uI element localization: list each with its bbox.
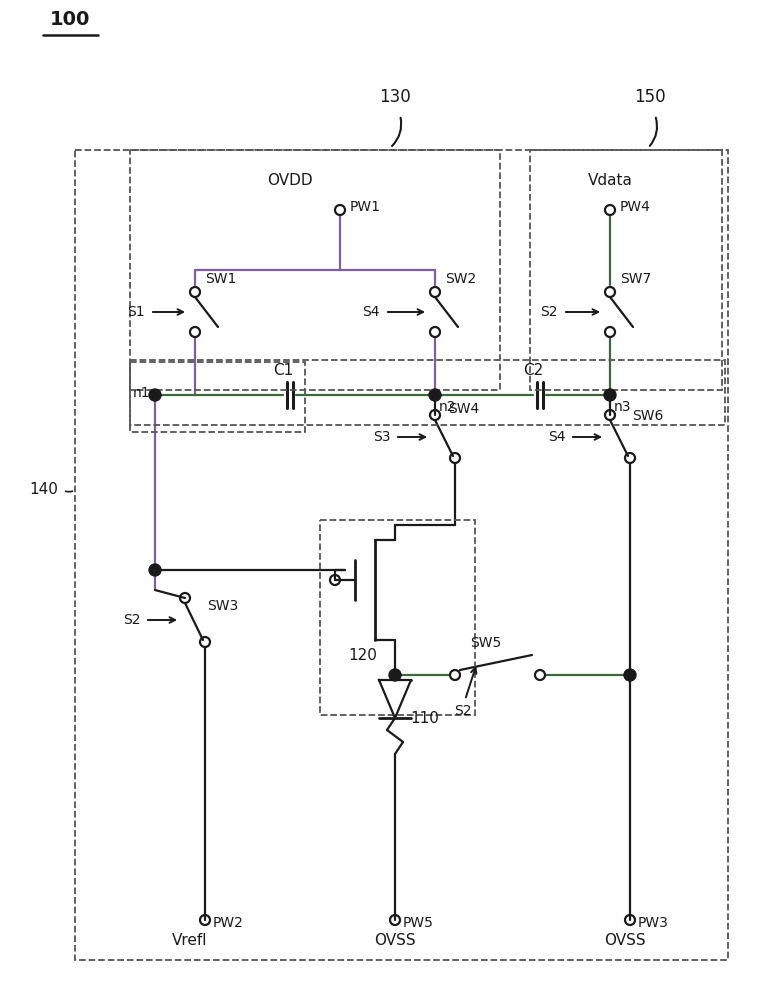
Bar xyxy=(130,360,725,425)
Text: C1: C1 xyxy=(273,363,293,378)
Text: S1: S1 xyxy=(128,305,145,319)
Text: 140: 140 xyxy=(29,483,58,497)
Text: S4: S4 xyxy=(363,305,380,319)
Text: SW1: SW1 xyxy=(205,272,236,286)
Text: SW5: SW5 xyxy=(470,636,501,650)
Text: C2: C2 xyxy=(522,363,543,378)
Text: PW1: PW1 xyxy=(350,200,381,214)
Text: SW6: SW6 xyxy=(632,409,663,423)
Text: SW2: SW2 xyxy=(445,272,477,286)
Circle shape xyxy=(604,389,616,401)
Text: 110: 110 xyxy=(410,711,439,726)
Text: n1: n1 xyxy=(132,386,150,400)
Circle shape xyxy=(429,389,441,401)
Text: 120: 120 xyxy=(349,648,377,663)
Text: PW2: PW2 xyxy=(213,916,244,930)
Text: S4: S4 xyxy=(549,430,566,444)
Polygon shape xyxy=(379,680,411,718)
Text: Vdata: Vdata xyxy=(588,173,633,188)
Text: SW3: SW3 xyxy=(207,599,238,613)
Bar xyxy=(530,150,722,390)
Text: OVDD: OVDD xyxy=(267,173,313,188)
Text: PW3: PW3 xyxy=(638,916,669,930)
Text: n3: n3 xyxy=(614,400,631,414)
Bar xyxy=(320,520,475,715)
Text: OVSS: OVSS xyxy=(604,933,646,948)
Text: SW4: SW4 xyxy=(448,402,479,416)
Text: SW7: SW7 xyxy=(620,272,651,286)
Text: PW4: PW4 xyxy=(620,200,651,214)
Text: S3: S3 xyxy=(373,430,391,444)
Circle shape xyxy=(149,564,161,576)
Text: S2: S2 xyxy=(454,704,472,718)
Text: S2: S2 xyxy=(541,305,558,319)
Text: n2: n2 xyxy=(439,400,457,414)
Circle shape xyxy=(149,389,161,401)
Text: Vrefl: Vrefl xyxy=(172,933,208,948)
Text: OVSS: OVSS xyxy=(374,933,416,948)
Circle shape xyxy=(624,669,636,681)
Text: S2: S2 xyxy=(123,613,141,627)
Text: 130: 130 xyxy=(379,88,411,106)
Text: 100: 100 xyxy=(50,10,90,29)
Circle shape xyxy=(389,669,401,681)
Bar xyxy=(130,150,500,390)
Text: 150: 150 xyxy=(634,88,666,106)
Bar xyxy=(75,150,728,960)
Text: PW5: PW5 xyxy=(403,916,434,930)
Bar xyxy=(130,362,305,432)
